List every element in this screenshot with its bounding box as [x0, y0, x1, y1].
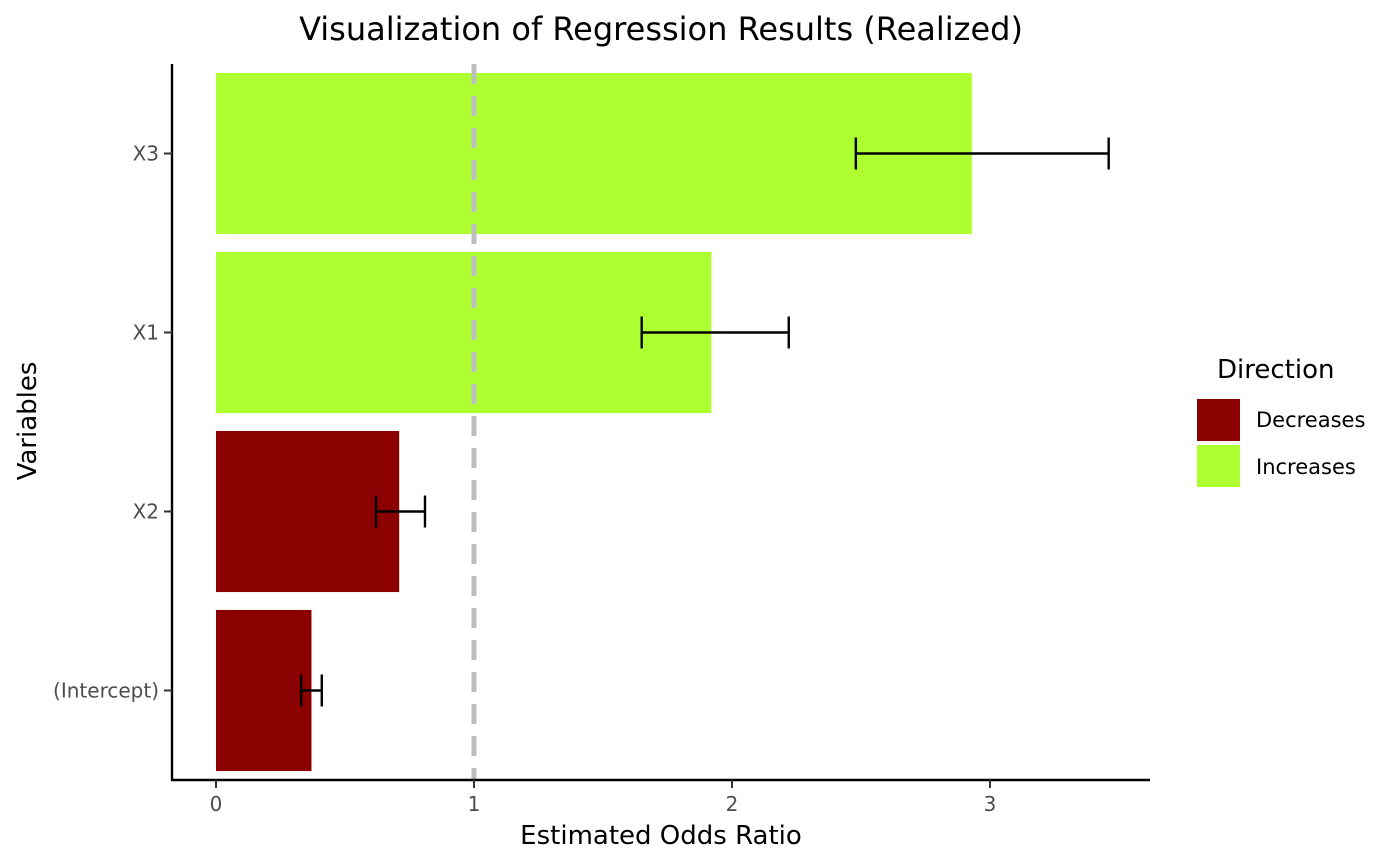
legend: Direction Decreases Increases [1197, 355, 1365, 487]
x-tick-label-1: 1 [468, 792, 481, 816]
bar-x3 [216, 72, 972, 235]
y-tick-label-intercept: (Intercept) [53, 679, 159, 703]
bar-x2 [216, 430, 400, 593]
legend-swatch-decreases [1197, 399, 1240, 441]
bar-x1 [216, 251, 712, 414]
y-tick-label-x1: X1 [133, 321, 159, 345]
x-tick-label-2: 2 [726, 792, 739, 816]
x-tick-label-3: 3 [984, 792, 997, 816]
x-axis-title: Estimated Odds Ratio [520, 821, 802, 851]
plot-area: 0 1 2 3 (Intercept) X2 X1 X3 [53, 64, 1150, 816]
legend-swatch-increases [1197, 445, 1240, 487]
legend-title: Direction [1217, 355, 1334, 385]
bar-intercept [216, 609, 312, 772]
legend-label-decreases: Decreases [1256, 408, 1365, 432]
y-tick-label-x2: X2 [133, 500, 159, 524]
y-tick-label-x3: X3 [133, 142, 159, 166]
chart-title: Visualization of Regression Results (Rea… [299, 10, 1023, 48]
x-tick-label-0: 0 [210, 792, 223, 816]
legend-label-increases: Increases [1256, 455, 1356, 479]
y-axis-title: Variables [13, 362, 43, 481]
